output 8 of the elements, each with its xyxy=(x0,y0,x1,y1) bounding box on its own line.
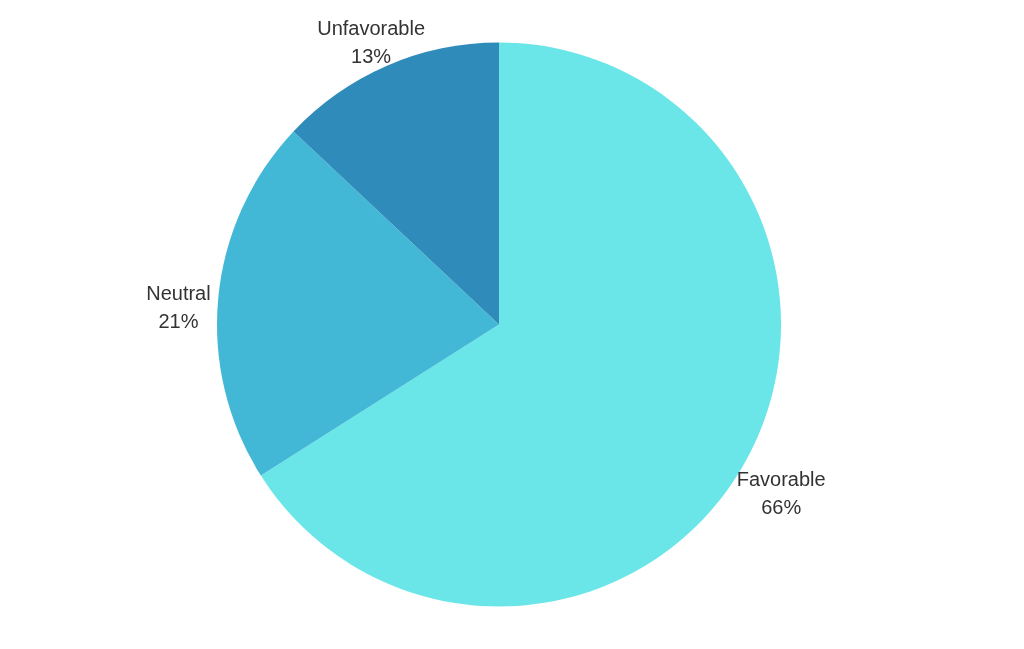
data-label: 13% xyxy=(351,44,392,67)
data-label: 66% xyxy=(761,495,802,518)
slice-label: Favorable xyxy=(736,467,826,490)
pie-slice xyxy=(217,131,499,476)
pie-slice xyxy=(293,42,499,325)
slice-label: Unfavorable xyxy=(317,16,426,39)
slice-label: Neutral xyxy=(146,282,211,305)
data-label: 21% xyxy=(158,310,199,333)
